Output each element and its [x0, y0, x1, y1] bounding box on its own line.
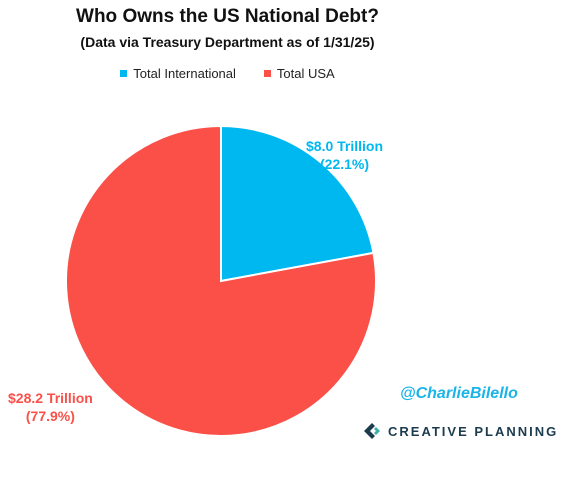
- chart-title: Who Owns the US National Debt?: [76, 6, 379, 27]
- author-handle: @CharlieBilello: [400, 385, 518, 402]
- legend-label-usa: Total USA: [276, 66, 335, 81]
- pie-slice-usa: [65, 124, 377, 437]
- data-label-international-percent: (22.1%): [320, 156, 370, 172]
- chart-subtitle: (Data via Treasury Department as of 1/31…: [80, 34, 375, 50]
- legend-label-international: Total International: [133, 66, 236, 81]
- legend-item-usa: Total USA: [263, 66, 335, 81]
- creative-planning-logo-icon: [364, 423, 380, 439]
- pie-slice-international: [220, 124, 375, 283]
- data-label-international: $8.0 Trillion (22.1%): [306, 137, 383, 173]
- legend-swatch-usa: [263, 70, 271, 77]
- data-label-usa-percent: (77.9%): [25, 408, 75, 424]
- brand-logo: CREATIVE PLANNING: [362, 421, 558, 441]
- data-label-international-value: $8.0 Trillion: [306, 138, 384, 154]
- chart-legend: Total International Total USA: [0, 66, 455, 81]
- data-label-usa: $28.2 Trillion (77.9%): [8, 389, 93, 425]
- data-label-usa-value: $28.2 Trillion: [8, 390, 93, 406]
- legend-swatch-international: [120, 70, 128, 77]
- brand-text: CREATIVE PLANNING: [388, 423, 559, 439]
- legend-item-international: Total International: [120, 66, 236, 81]
